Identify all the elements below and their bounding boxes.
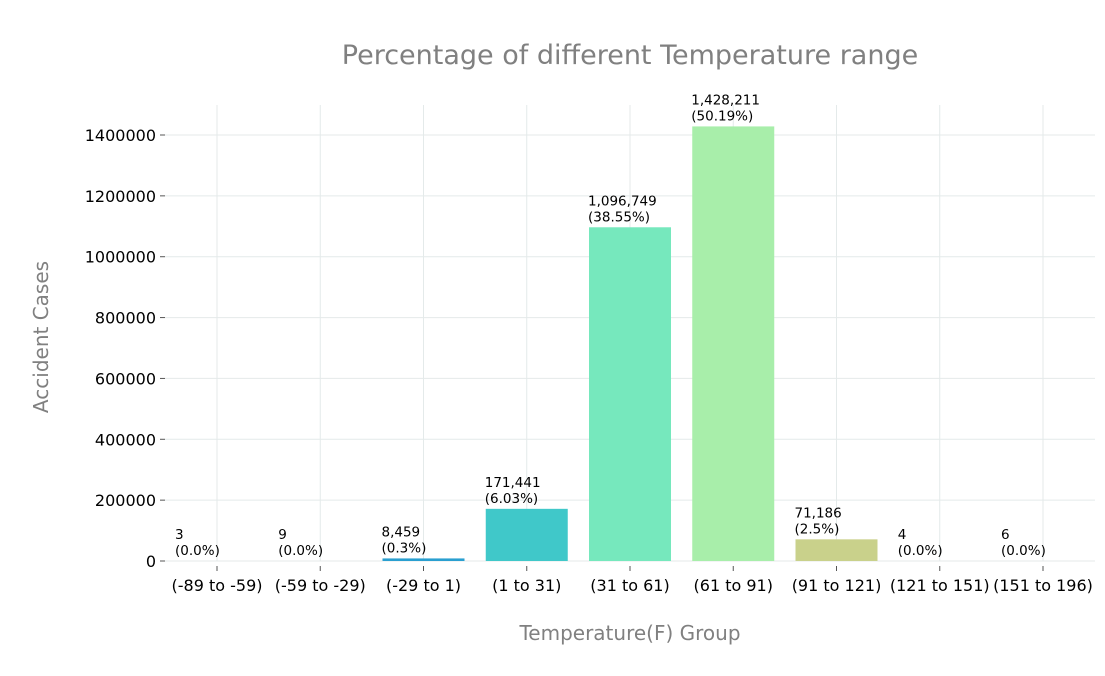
data-labels: 3(0.0%)9(0.0%)8,459(0.3%)171,441(6.03%)1… <box>175 92 1046 559</box>
data-label-value: 9 <box>278 527 287 543</box>
data-label-value: 1,428,211 <box>691 92 760 108</box>
data-label-value: 1,096,749 <box>588 193 657 209</box>
bar <box>382 558 465 561</box>
data-label-percent: (0.0%) <box>278 543 323 559</box>
bar <box>589 227 671 561</box>
bar <box>692 126 775 561</box>
x-tick-label: (-29 to 1) <box>386 576 461 595</box>
y-tick-label: 200000 <box>95 491 156 510</box>
y-tick-label: 1400000 <box>85 126 156 145</box>
data-label-percent: (0.3%) <box>382 540 427 556</box>
bar <box>795 539 878 561</box>
data-label-percent: (2.5%) <box>795 521 840 537</box>
y-tick-label: 600000 <box>95 369 156 388</box>
data-label-value: 4 <box>898 527 907 543</box>
data-label-percent: (50.19%) <box>691 108 753 124</box>
data-label-percent: (6.03%) <box>485 491 538 507</box>
y-tick-label: 1000000 <box>85 248 156 267</box>
y-tick-label: 1200000 <box>85 187 156 206</box>
y-tick-label: 0 <box>146 552 156 571</box>
x-axis-title: Temperature(F) Group <box>518 621 740 645</box>
x-tick-label: (91 to 121) <box>792 576 882 595</box>
x-tick-label: (1 to 31) <box>492 576 561 595</box>
x-tick-label: (61 to 91) <box>694 576 773 595</box>
y-tick-label: 800000 <box>95 309 156 328</box>
y-axis: 0 200000 400000 600000 800000 1000000 1200000 1… <box>85 126 165 571</box>
bar <box>485 508 568 561</box>
x-axis: (-89 to -59) (-59 to -29) (-29 to 1) (1 to … <box>172 566 1093 595</box>
data-label-percent: (0.0%) <box>898 543 943 559</box>
chart-title: Percentage of different Temperature rang… <box>342 40 918 71</box>
x-tick-label: (121 to 151) <box>890 576 990 595</box>
data-label-value: 8,459 <box>382 524 421 540</box>
x-tick-label: (-59 to -29) <box>275 576 366 595</box>
data-label-percent: (38.55%) <box>588 209 650 225</box>
data-label-value: 6 <box>1001 527 1010 543</box>
x-tick-label: (31 to 61) <box>590 576 669 595</box>
x-tick-label: (-89 to -59) <box>172 576 263 595</box>
x-tick-label: (151 to 196) <box>993 576 1093 595</box>
y-tick-label: 400000 <box>95 430 156 449</box>
data-label-value: 171,441 <box>485 475 541 491</box>
data-label-value: 71,186 <box>795 505 842 521</box>
bars <box>176 126 1084 561</box>
y-axis-title: Accident Cases <box>29 261 53 413</box>
data-label-value: 3 <box>175 527 184 543</box>
data-label-percent: (0.0%) <box>175 543 220 559</box>
data-label-percent: (0.0%) <box>1001 543 1046 559</box>
